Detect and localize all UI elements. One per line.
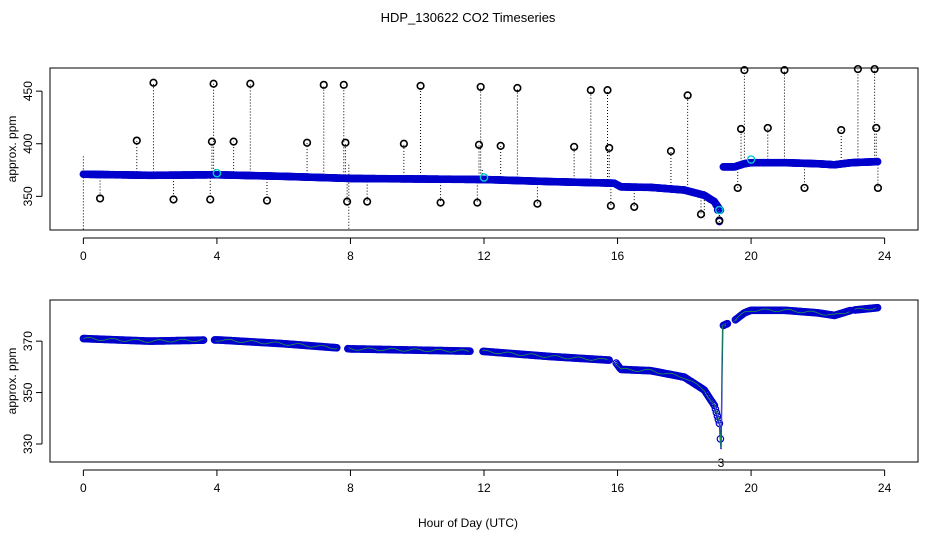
outlier-point [476, 82, 485, 92]
outlier-point [209, 79, 218, 88]
outlier-point [733, 183, 742, 193]
outlier-point [715, 216, 724, 225]
y-tick-label: 350 [21, 186, 35, 206]
x-tick-label: 20 [744, 249, 758, 263]
outlier-point [630, 202, 639, 211]
flag-point [746, 155, 756, 164]
outlier-point [603, 85, 612, 95]
y-tick-label: 330 [21, 434, 35, 454]
outlier-point [399, 139, 408, 148]
dip-annotation: 3 [718, 456, 725, 470]
outlier-point [763, 123, 772, 133]
outlier-point [341, 138, 350, 147]
outlier-point [696, 210, 706, 219]
x-tick-label: 24 [878, 249, 892, 263]
outlier-point [872, 123, 881, 133]
x-tick-label: 4 [214, 481, 221, 495]
y-tick-label: 350 [21, 382, 35, 402]
y-tick-label: 400 [21, 133, 35, 153]
outlier-point [736, 124, 746, 134]
y-tick-label: 370 [21, 331, 35, 351]
x-tick-label: 4 [214, 249, 221, 263]
outlier-point [363, 197, 372, 206]
outlier-point [339, 80, 348, 89]
x-tick-label: 24 [878, 481, 892, 495]
x-tick-label: 16 [611, 481, 625, 495]
series-point [873, 157, 882, 166]
series-point [711, 405, 720, 413]
series-point [332, 343, 341, 352]
outlier-point [229, 137, 238, 146]
outlier-point [606, 201, 615, 210]
x-tick-label: 12 [477, 481, 491, 495]
plot-frame [49, 67, 919, 231]
outlier-point [496, 141, 505, 150]
series-point [466, 347, 474, 356]
flag-point [715, 205, 724, 215]
outlier-point [474, 140, 484, 149]
flag-point [479, 173, 489, 182]
outlier-point [302, 138, 312, 147]
outlier-point [570, 142, 579, 151]
outlier-point [95, 194, 105, 203]
outlier-point [605, 143, 614, 153]
outlier-point [149, 78, 158, 87]
series-point [723, 319, 732, 328]
series-point [605, 356, 614, 364]
series-point [712, 408, 721, 417]
outlier-point [853, 64, 863, 74]
series-point [873, 303, 882, 312]
outlier-point [262, 196, 272, 205]
outlier-point [132, 136, 141, 145]
outlier-point [246, 79, 255, 88]
x-tick-label: 12 [477, 249, 491, 263]
series-point [710, 401, 719, 410]
outlier-point [870, 64, 879, 74]
outlier-point [513, 83, 522, 93]
smooth-line [83, 307, 877, 449]
y-axis-label: approx. ppm [5, 116, 19, 183]
series-line [83, 307, 878, 450]
x-tick-label: 0 [80, 249, 87, 263]
outlier-point [740, 66, 749, 75]
outlier-point [800, 183, 809, 193]
x-tick-label: 16 [611, 249, 625, 263]
outlier-point [666, 147, 676, 156]
outlier-point [780, 66, 789, 75]
outlier-point [206, 195, 215, 204]
y-tick-label: 450 [21, 81, 35, 101]
x-axis-label: Hour of Day (UTC) [418, 516, 518, 530]
plot-frame [49, 299, 919, 463]
outlier-point [169, 195, 178, 204]
outlier-point [436, 198, 445, 207]
x-tick-label: 8 [347, 481, 354, 495]
outlier-point [473, 198, 482, 207]
series-point [713, 412, 722, 421]
x-tick-label: 20 [744, 481, 758, 495]
outlier-point [343, 197, 352, 206]
outlier-point [837, 125, 846, 135]
outlier-point [873, 183, 883, 193]
flag-point [212, 168, 222, 178]
outlier-point [207, 137, 217, 146]
x-tick-label: 8 [347, 249, 354, 263]
y-axis-label: approx. ppm [5, 348, 19, 415]
top-panel: 0 4 8 12 16 20 24 350 400 450 approx. ppm [5, 64, 919, 263]
chart-title: HDP_130622 CO2 Timeseries [381, 10, 556, 25]
outlier-point [416, 81, 425, 90]
outlier-point [683, 91, 692, 100]
x-tick-label: 0 [80, 481, 87, 495]
outlier-point [533, 199, 542, 208]
outlier-point [319, 80, 328, 89]
outlier-point [586, 85, 595, 95]
